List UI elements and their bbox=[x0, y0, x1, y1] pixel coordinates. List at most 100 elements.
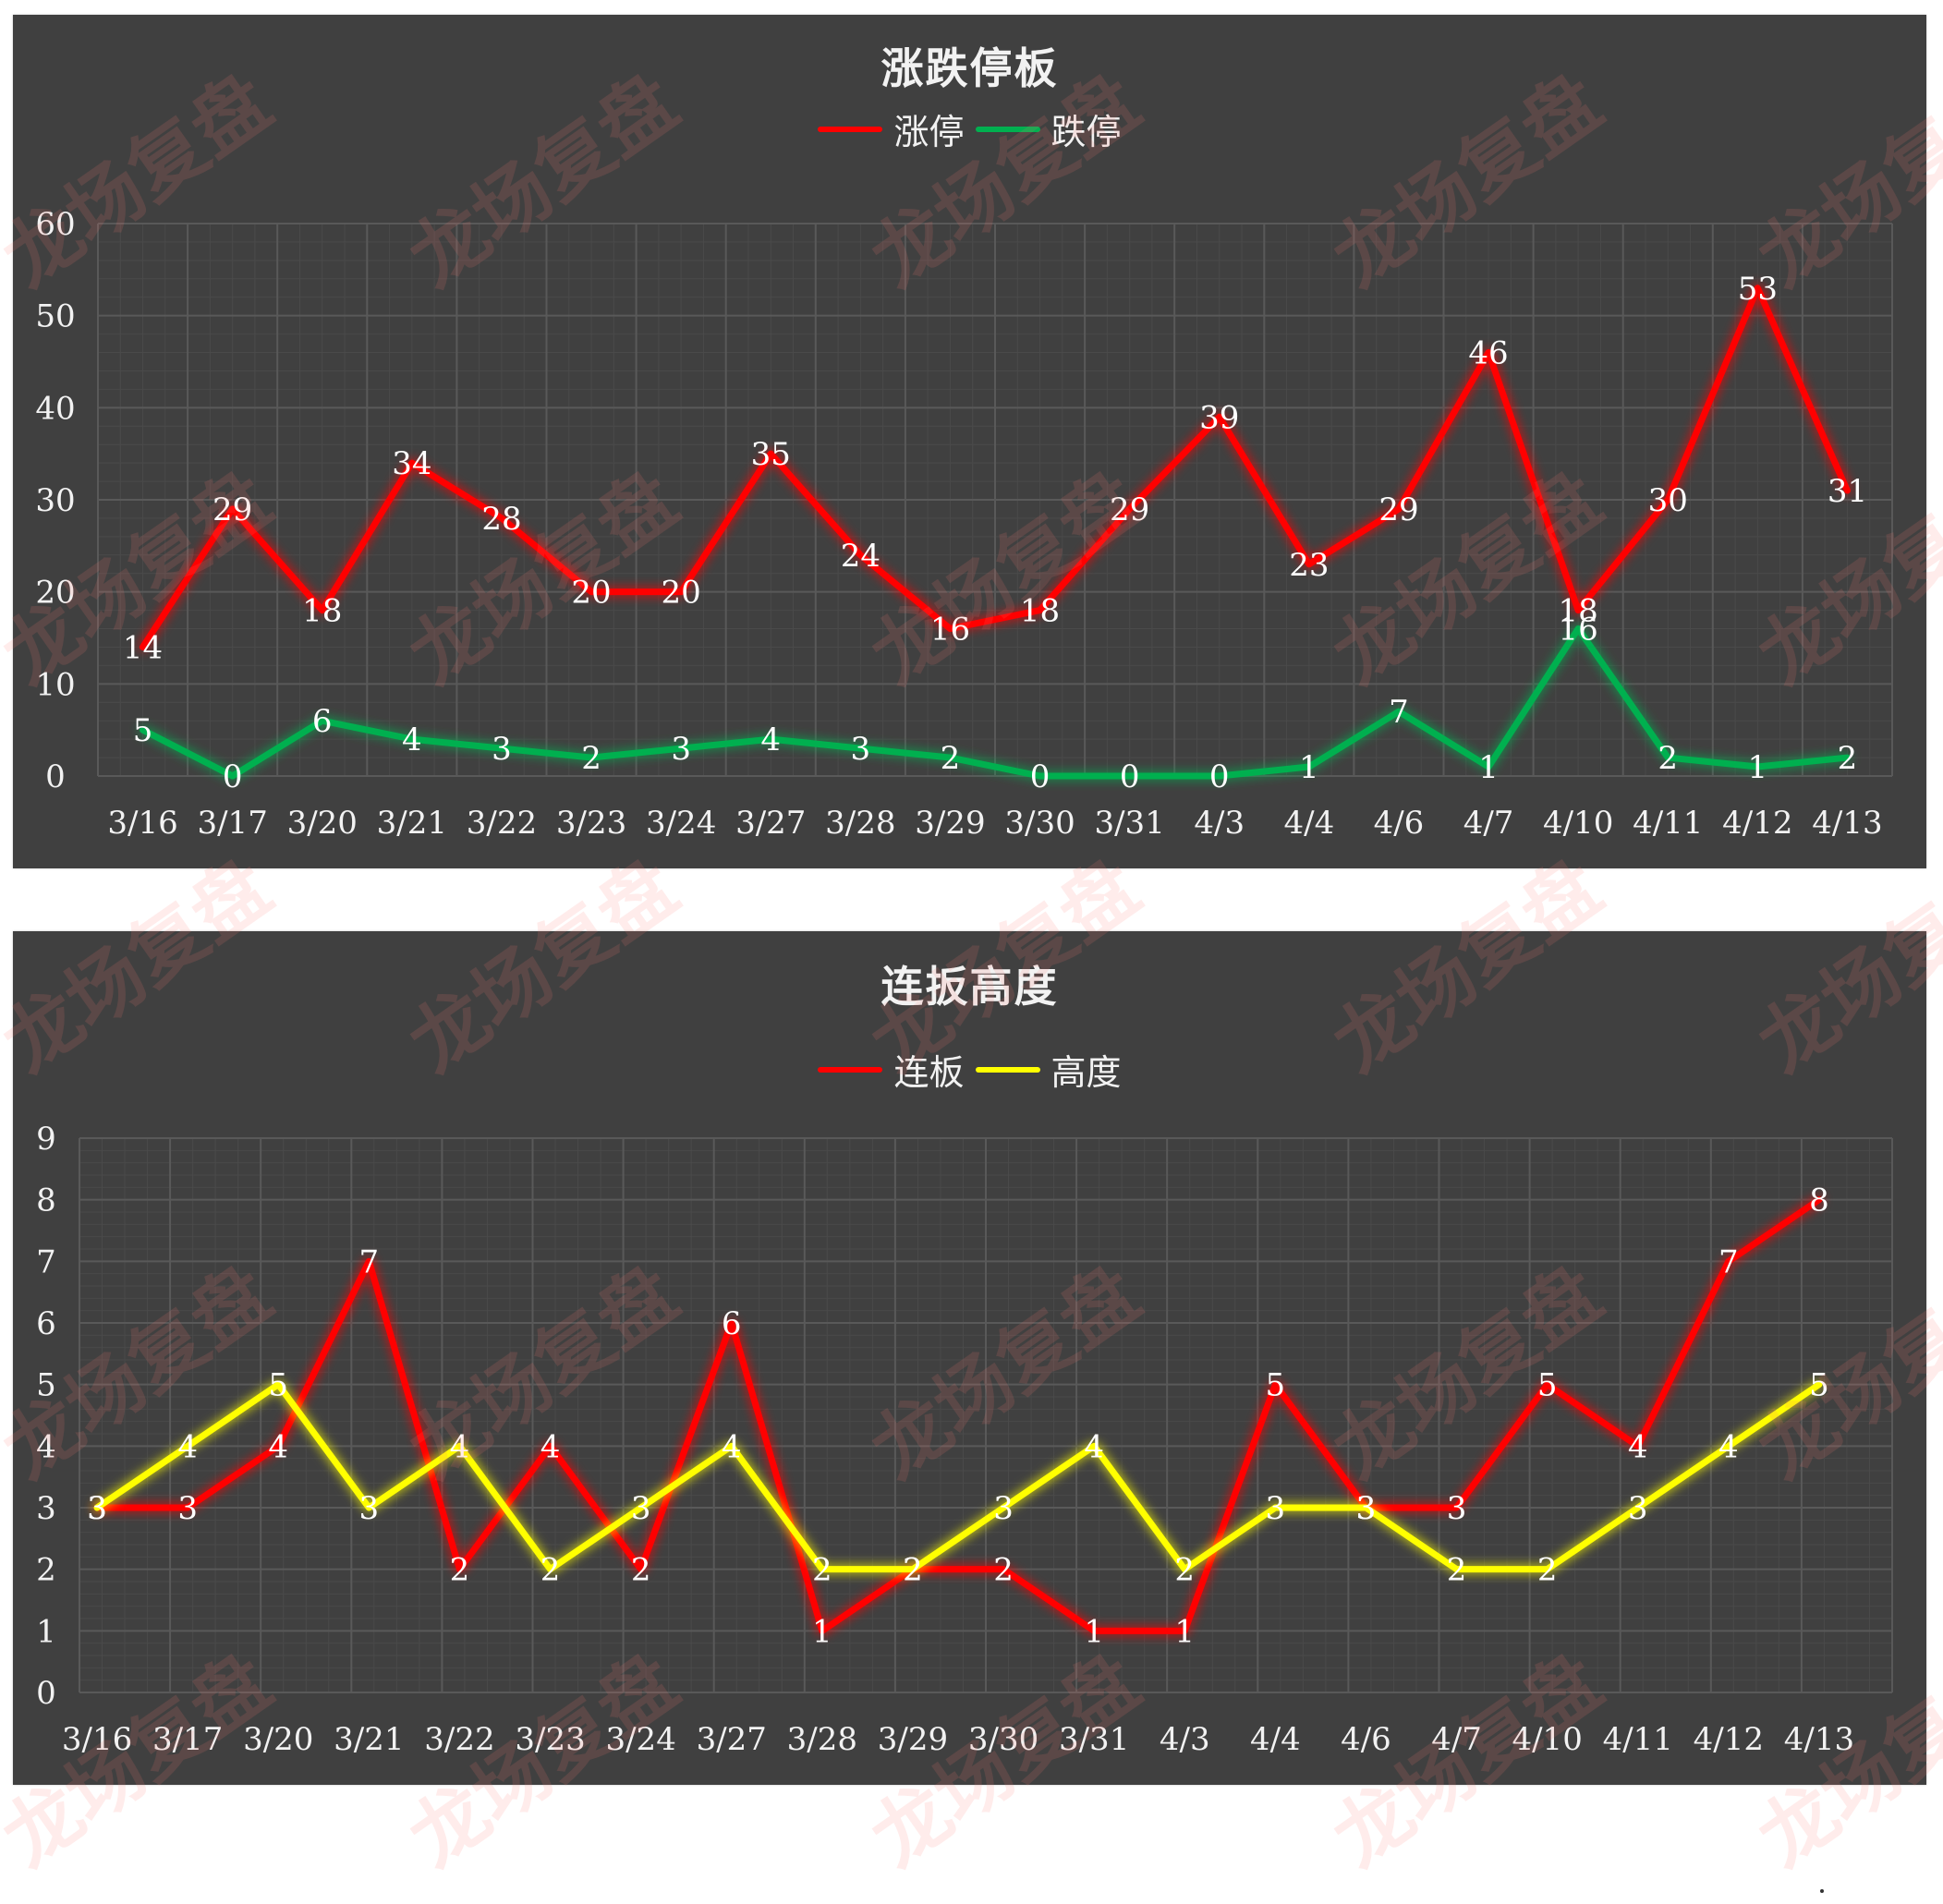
data-label: 2 bbox=[631, 1552, 651, 1589]
x-tick-label: 3/27 bbox=[735, 805, 806, 842]
data-label: 1 bbox=[1478, 749, 1499, 786]
data-label: 1 bbox=[812, 1613, 832, 1650]
data-label: 23 bbox=[1289, 547, 1329, 584]
x-tick-label: 4/4 bbox=[1283, 805, 1334, 842]
legend-swatch-yellow bbox=[975, 1066, 1040, 1073]
data-label: 39 bbox=[1199, 399, 1239, 436]
data-label: 18 bbox=[1020, 593, 1060, 630]
x-tick-label: 4/12 bbox=[1722, 805, 1792, 842]
x-tick-label: 3/30 bbox=[968, 1721, 1038, 1758]
data-label: 35 bbox=[751, 436, 791, 473]
x-tick-label: 4/6 bbox=[1341, 1721, 1391, 1758]
data-label: 14 bbox=[123, 629, 163, 666]
data-label: 3 bbox=[1628, 1490, 1648, 1527]
data-label: 8 bbox=[1809, 1182, 1829, 1219]
x-tick-label: 4/7 bbox=[1463, 805, 1514, 842]
x-tick-label: 4/11 bbox=[1603, 1721, 1673, 1758]
data-label: 7 bbox=[1718, 1243, 1739, 1280]
data-label: 4 bbox=[760, 722, 781, 758]
legend-item-limit-down: 跌停 bbox=[975, 103, 1122, 154]
data-label: 34 bbox=[392, 445, 431, 482]
x-tick-label: 3/28 bbox=[787, 1721, 857, 1758]
chart-title: 连扳高度 bbox=[880, 962, 1059, 1012]
data-label: 24 bbox=[841, 538, 880, 575]
x-tick-label: 3/28 bbox=[825, 805, 895, 842]
data-label: 4 bbox=[402, 722, 422, 758]
data-label: 5 bbox=[268, 1367, 288, 1404]
data-label: 3 bbox=[492, 731, 512, 768]
x-tick-label: 3/16 bbox=[107, 805, 177, 842]
data-label: 2 bbox=[1838, 740, 1858, 777]
y-tick-label: 3 bbox=[36, 1490, 56, 1527]
data-label: 4 bbox=[177, 1428, 198, 1465]
data-label: 4 bbox=[1628, 1428, 1648, 1465]
x-tick-label: 3/24 bbox=[605, 1721, 675, 1758]
grid bbox=[97, 223, 1893, 777]
data-label: 2 bbox=[1447, 1552, 1467, 1589]
x-tick-label: 3/20 bbox=[287, 805, 358, 842]
x-tick-label: 3/17 bbox=[152, 1721, 223, 1758]
chart-title: 涨跌停板 bbox=[880, 43, 1059, 93]
x-tick-label: 3/30 bbox=[1004, 805, 1075, 842]
data-label: 1 bbox=[1084, 1613, 1104, 1650]
x-tick-label: 3/20 bbox=[243, 1721, 313, 1758]
data-label: 0 bbox=[223, 758, 243, 795]
series-line bbox=[140, 625, 1851, 780]
data-label: 2 bbox=[941, 740, 961, 777]
legend-swatch-green bbox=[975, 126, 1040, 132]
data-label: 3 bbox=[1447, 1490, 1467, 1527]
y-tick-label: 2 bbox=[36, 1552, 56, 1589]
y-tick-label: 60 bbox=[35, 206, 75, 243]
series-line bbox=[93, 1381, 1823, 1573]
data-label: 2 bbox=[1537, 1552, 1558, 1589]
y-tick-label: 7 bbox=[36, 1243, 56, 1280]
chart-legend: 连板 高度 bbox=[13, 1044, 1926, 1095]
legend-item-limit-up: 涨停 bbox=[818, 103, 965, 154]
chart-panel-board-height: 连扳高度 连板 高度 0 1 2 3 4 5 6 7 8 9 3/16 3/17 3/20 3/21 3/2… bbox=[13, 931, 1926, 1785]
data-label: 4 bbox=[450, 1428, 470, 1465]
data-label: 29 bbox=[1378, 491, 1418, 528]
x-tick-label: 4/12 bbox=[1694, 1721, 1764, 1758]
data-label: 16 bbox=[1559, 612, 1598, 649]
data-label: 3 bbox=[1266, 1490, 1286, 1527]
data-label: 7 bbox=[359, 1243, 380, 1280]
series-line bbox=[93, 1196, 1823, 1634]
legend-label: 连板 bbox=[893, 1052, 965, 1093]
data-label: 5 bbox=[1266, 1367, 1286, 1404]
data-label: 2 bbox=[581, 740, 601, 777]
data-label: 3 bbox=[87, 1490, 107, 1527]
x-tick-label: 3/29 bbox=[915, 805, 985, 842]
data-label: 0 bbox=[1030, 758, 1050, 795]
x-tick-label: 4/10 bbox=[1512, 1721, 1582, 1758]
data-label: 3 bbox=[1356, 1490, 1377, 1527]
data-label: 2 bbox=[812, 1552, 832, 1589]
data-label: 29 bbox=[1110, 491, 1149, 528]
y-tick-label: 20 bbox=[35, 575, 75, 612]
x-tick-label: 4/13 bbox=[1784, 1721, 1854, 1758]
legend-item-height: 高度 bbox=[975, 1044, 1122, 1095]
y-tick-label: 1 bbox=[36, 1613, 56, 1650]
data-label: 46 bbox=[1468, 335, 1508, 372]
data-label: 0 bbox=[1209, 758, 1230, 795]
x-tick-label: 3/23 bbox=[515, 1721, 585, 1758]
data-label: 29 bbox=[213, 491, 252, 528]
x-tick-label: 4/6 bbox=[1374, 805, 1425, 842]
x-tick-label: 4/10 bbox=[1543, 805, 1613, 842]
y-tick-label: 8 bbox=[36, 1182, 56, 1219]
y-tick-label: 40 bbox=[35, 390, 75, 427]
data-label: 4 bbox=[540, 1428, 561, 1465]
data-label: 3 bbox=[1356, 1490, 1377, 1527]
data-label: 16 bbox=[930, 612, 970, 649]
data-label: 1 bbox=[1174, 1613, 1195, 1650]
y-tick-label: 9 bbox=[36, 1121, 56, 1158]
data-label: 5 bbox=[133, 712, 153, 749]
data-label: 2 bbox=[1174, 1552, 1195, 1589]
y-tick-label: 0 bbox=[36, 1675, 56, 1712]
data-label: 2 bbox=[450, 1552, 470, 1589]
data-label: 3 bbox=[993, 1490, 1014, 1527]
data-label: 4 bbox=[1718, 1428, 1739, 1465]
legend-label: 高度 bbox=[1050, 1052, 1122, 1093]
data-label: 3 bbox=[851, 731, 871, 768]
data-label: 2 bbox=[903, 1552, 923, 1589]
